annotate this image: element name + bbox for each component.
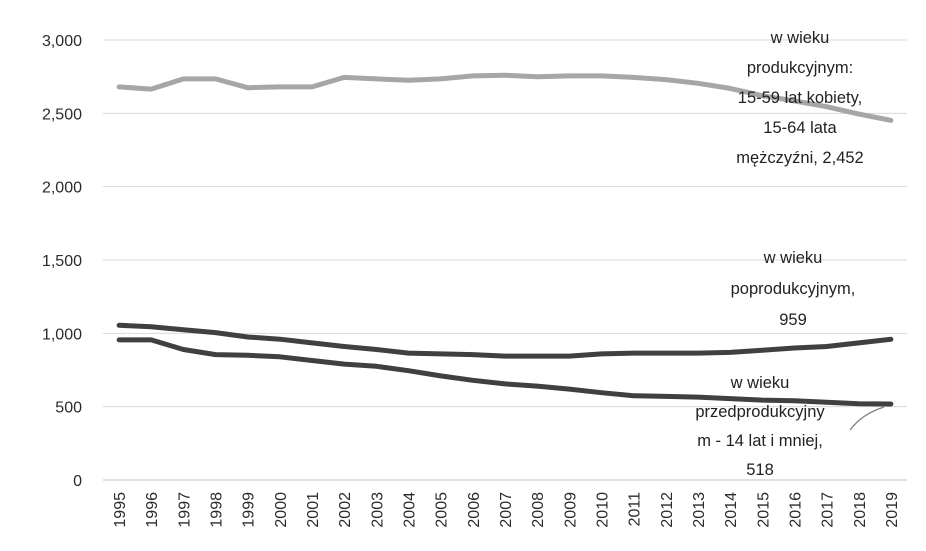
x-tick-label: 2007	[498, 492, 515, 528]
x-tick-label: 2004	[402, 492, 419, 528]
x-tick-label: 2017	[820, 492, 837, 528]
series-label-line: w wieku	[770, 29, 830, 47]
series-label-line: przedprodukcyjny	[695, 403, 825, 421]
series-line-post-productive	[116, 322, 894, 359]
series-label-line: m - 14 lat i mniej,	[697, 432, 823, 450]
y-tick-label: 1,500	[42, 253, 82, 270]
y-tick-labels: 0 500 1,000 1,500 2,000 2,500 3,000	[42, 33, 82, 490]
x-tick-label: 2013	[691, 492, 708, 528]
x-tick-label: 2015	[755, 492, 772, 528]
series-label-line: 15-64 lata	[763, 119, 837, 137]
x-tick-label: 2009	[562, 492, 579, 528]
y-tick-label: 2,500	[42, 106, 82, 123]
series-label-pre-productive: w wieku przedprodukcyjny m - 14 lat i mn…	[695, 374, 825, 479]
x-tick-label: 2012	[659, 492, 676, 528]
series-label-line: 15-59 lat kobiety,	[738, 89, 862, 107]
series-label-post-productive: w wieku poprodukcyjnym, 959	[731, 249, 856, 329]
series-label-productive: w wieku produkcyjnym: 15-59 lat kobiety,…	[736, 29, 863, 167]
series-label-line: 959	[779, 311, 807, 329]
series-label-line: mężczyźni, 2,452	[736, 149, 863, 167]
series-lines	[116, 72, 894, 407]
series-line-productive	[116, 72, 894, 123]
series-label-line: w wieku	[763, 249, 823, 267]
series-label-line: produkcyjnym:	[747, 59, 853, 77]
x-tick-label: 2014	[723, 492, 740, 528]
series-line-pre-productive	[116, 337, 894, 407]
x-tick-label: 2000	[273, 492, 290, 528]
x-tick-label: 2005	[434, 492, 451, 528]
x-tick-label: 2008	[530, 492, 547, 528]
series-label-line: 518	[746, 461, 774, 479]
x-tick-label: 1999	[241, 492, 258, 528]
series-label-line: w wieku	[730, 374, 790, 392]
x-tick-label: 2016	[787, 492, 804, 528]
y-tick-label: 2,000	[42, 180, 82, 197]
series-label-line: poprodukcyjnym,	[731, 280, 856, 298]
x-tick-label: 2006	[466, 492, 483, 528]
x-tick-label: 2019	[884, 492, 901, 528]
x-tick-label: 1998	[209, 492, 226, 528]
x-tick-label: 2002	[337, 492, 354, 528]
y-tick-label: 3,000	[42, 33, 82, 50]
x-tick-label: 1996	[144, 492, 161, 528]
x-tick-label: 2018	[852, 492, 869, 528]
y-tick-label: 500	[55, 400, 82, 417]
x-tick-label: 1995	[112, 492, 129, 528]
y-tick-label: 1,000	[42, 326, 82, 343]
x-tick-label: 2003	[369, 492, 386, 528]
x-tick-label: 2001	[305, 492, 322, 528]
x-tick-label: 2011	[627, 492, 644, 527]
x-tick-labels: 1995 1996 1997 1998 1999 2000 2001 2002 …	[112, 492, 901, 528]
x-tick-label: 1997	[176, 492, 193, 528]
leader-line-pre-productive	[849, 406, 885, 431]
y-tick-label: 0	[73, 473, 82, 490]
x-tick-label: 2010	[594, 492, 611, 528]
